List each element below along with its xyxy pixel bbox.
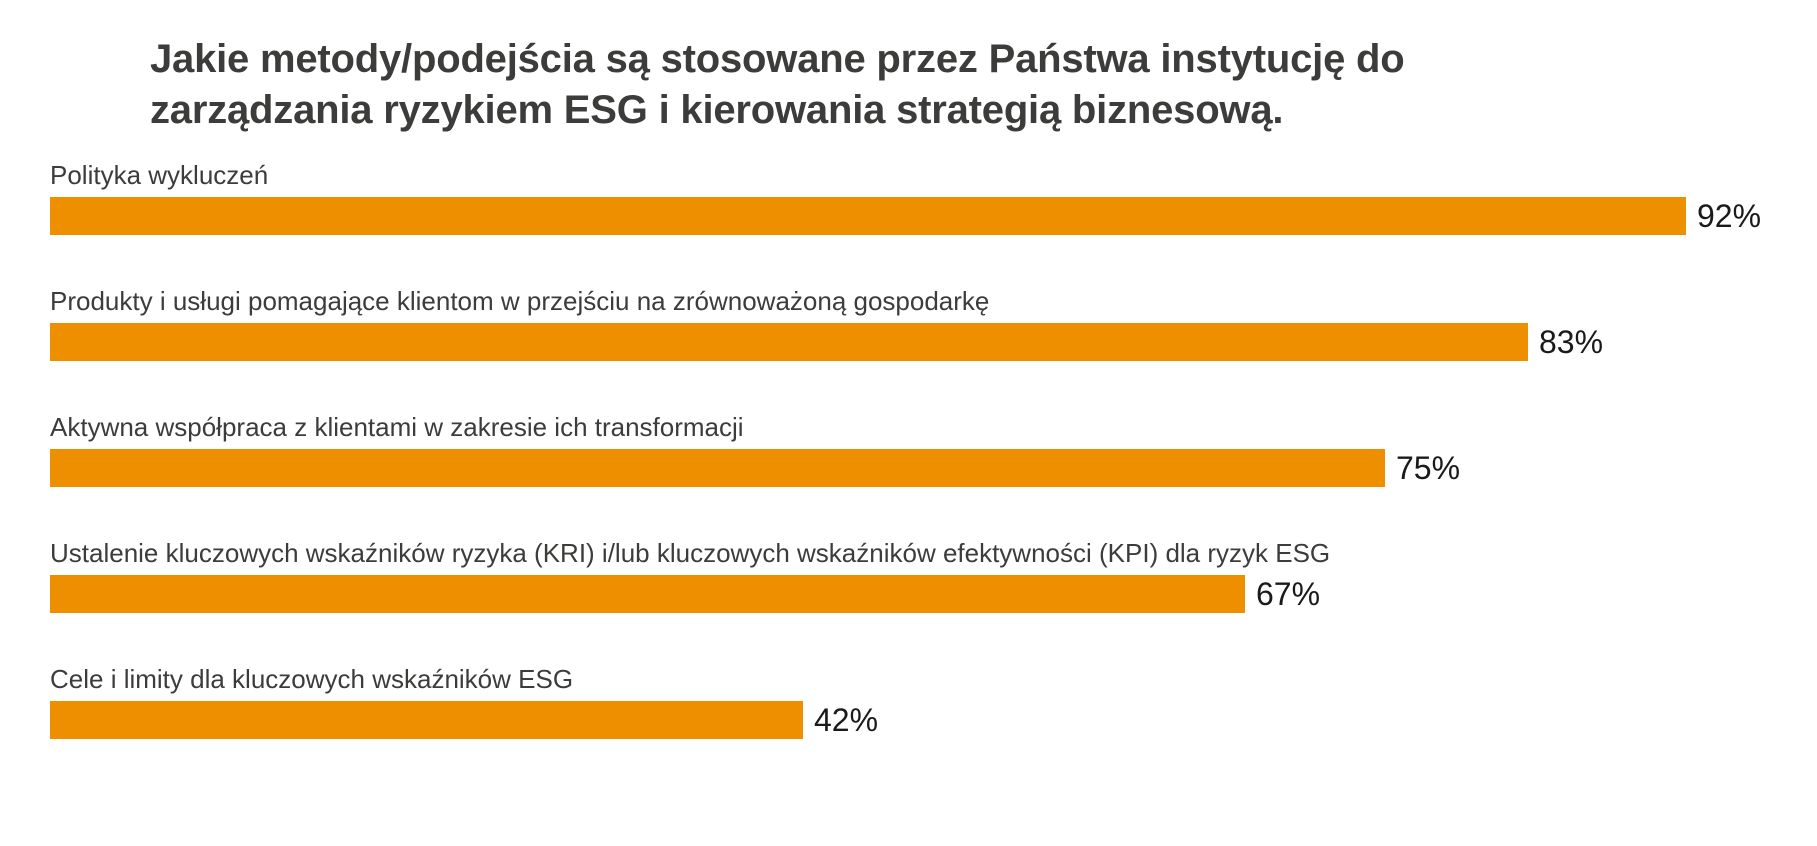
- bar-value-label: 42%: [814, 702, 879, 738]
- bar-value-label: 67%: [1256, 576, 1321, 612]
- bar-value-label: 75%: [1396, 450, 1461, 486]
- table-row: 42%: [50, 701, 1817, 739]
- chart-title-line-2: zarządzania ryzykiem ESG i kierowania st…: [150, 88, 1284, 132]
- bar-group-1: Polityka wykluczeń 92%: [50, 160, 1817, 235]
- bar-value-label: 92%: [1697, 198, 1762, 234]
- table-row: 83%: [50, 323, 1817, 361]
- table-row: 75%: [50, 449, 1817, 487]
- bar-group-4: Ustalenie kluczowych wskaźników ryzyka (…: [50, 538, 1817, 613]
- bar-rect: [50, 449, 1385, 487]
- bar-rect: [50, 197, 1686, 235]
- table-row: 67%: [50, 575, 1817, 613]
- bar-category-label: Produkty i usługi pomagające klientom w …: [50, 286, 990, 316]
- bar-value-label: 83%: [1539, 324, 1604, 360]
- bar-group-3: Aktywna współpraca z klientami w zakresi…: [50, 412, 1817, 487]
- bar-category-label: Cele i limity dla kluczowych wskaźników …: [50, 664, 574, 694]
- bar-category-label: Ustalenie kluczowych wskaźników ryzyka (…: [50, 538, 1331, 568]
- bar-category-label: Polityka wykluczeń: [50, 160, 269, 190]
- bar-group-5: Cele i limity dla kluczowych wskaźników …: [50, 664, 1817, 739]
- bar-rect: [50, 323, 1528, 361]
- bar-rect: [50, 575, 1245, 613]
- bar-group-2: Produkty i usługi pomagające klientom w …: [50, 286, 1817, 361]
- bar-rect: [50, 701, 803, 739]
- bar-chart-plot-area: Polityka wykluczeń 92% Produkty i usługi…: [0, 160, 1817, 846]
- chart-title-line-1: Jakie metody/podejścia są stosowane prze…: [150, 37, 1405, 81]
- page-title: Jakie metody/podejścia są stosowane prze…: [150, 34, 1630, 136]
- table-row: 92%: [50, 197, 1817, 235]
- bar-category-label: Aktywna współpraca z klientami w zakresi…: [50, 412, 744, 442]
- chart-title-block: Jakie metody/podejścia są stosowane prze…: [150, 34, 1630, 136]
